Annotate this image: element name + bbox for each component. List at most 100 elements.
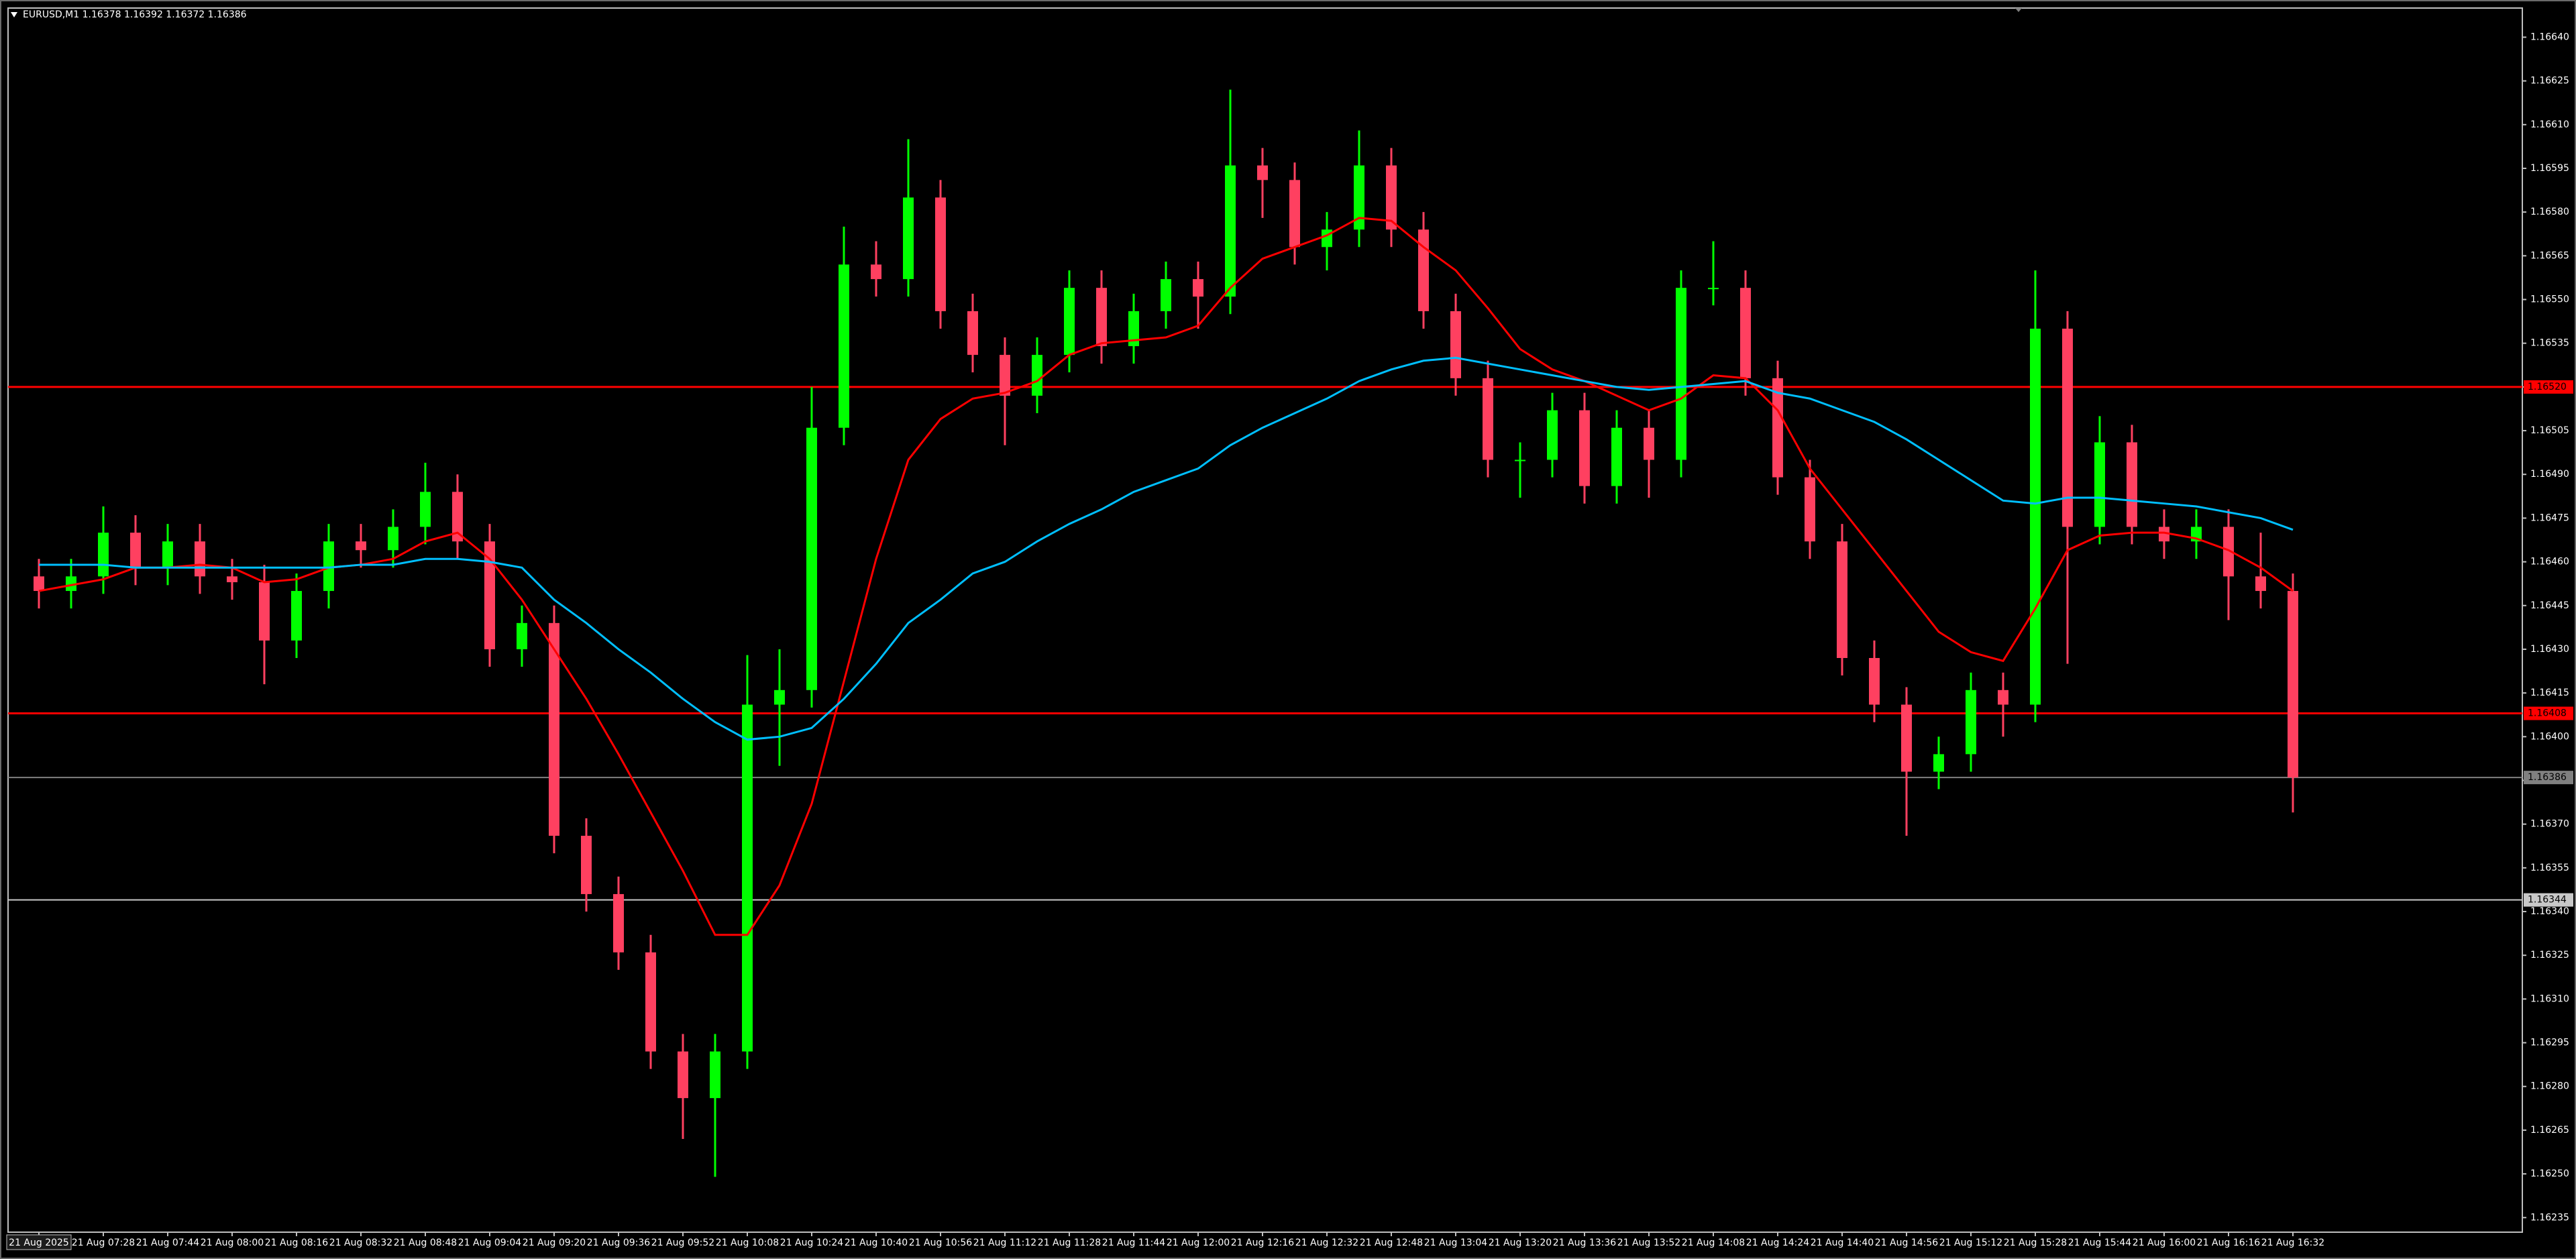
candle-body bbox=[484, 541, 495, 649]
candle-body bbox=[806, 427, 817, 690]
candle-body bbox=[1901, 704, 1912, 772]
y-tick-label: 1.16550 bbox=[2530, 294, 2569, 305]
y-tick-label: 1.16580 bbox=[2530, 207, 2569, 217]
x-tick-label: 21 Aug 12:32 bbox=[1295, 1238, 1358, 1248]
candle-body bbox=[1483, 378, 1493, 460]
y-tick-label: 1.16310 bbox=[2530, 993, 2569, 1004]
candle-body bbox=[2030, 328, 2041, 705]
candle-body bbox=[227, 576, 237, 583]
candle-body bbox=[645, 952, 656, 1052]
x-tick-label: 21 Aug 14:40 bbox=[1811, 1238, 1874, 1248]
candle-body bbox=[1289, 180, 1300, 248]
x-tick-label: 21 Aug 13:04 bbox=[1424, 1238, 1487, 1248]
x-tick-label: 21 Aug 16:16 bbox=[2197, 1238, 2260, 1248]
x-tick-label: 21 Aug 10:40 bbox=[845, 1238, 908, 1248]
x-label-box bbox=[6, 1234, 72, 1250]
moving-average bbox=[39, 356, 2294, 741]
candle-body bbox=[1322, 229, 1332, 248]
x-tick-label: 21 Aug 2025 bbox=[9, 1238, 69, 1248]
menu-triangle[interactable] bbox=[11, 12, 17, 17]
x-tick-label: 21 Aug 09:52 bbox=[651, 1238, 714, 1248]
candle-body bbox=[581, 836, 592, 894]
y-tick-label: 1.16400 bbox=[2530, 731, 2569, 742]
candle-body bbox=[2255, 576, 2266, 592]
candle-body bbox=[1354, 165, 1364, 230]
x-tick-label: 21 Aug 07:28 bbox=[72, 1238, 135, 1248]
x-tick-label: 21 Aug 12:16 bbox=[1231, 1238, 1294, 1248]
x-tick-label: 21 Aug 13:52 bbox=[1617, 1238, 1680, 1248]
candle-body bbox=[323, 541, 334, 592]
candle-body bbox=[1032, 355, 1042, 396]
candle-body bbox=[1096, 288, 1107, 347]
candle-body bbox=[2223, 527, 2234, 577]
candle-body bbox=[903, 197, 914, 280]
candle-body bbox=[195, 541, 205, 577]
candle-body bbox=[2094, 442, 2105, 527]
candle-body bbox=[1966, 690, 1976, 755]
plot-frame bbox=[7, 7, 2523, 1233]
candle-body bbox=[1450, 311, 1461, 378]
moving-average bbox=[38, 217, 2294, 936]
candle-body bbox=[1515, 459, 1525, 461]
candle-body bbox=[517, 622, 527, 649]
y-tick-label: 1.16295 bbox=[2530, 1038, 2569, 1048]
price-level-label: 1.16344 bbox=[2528, 895, 2567, 906]
y-tick-label: 1.16640 bbox=[2530, 32, 2569, 42]
x-tick-label: 21 Aug 10:08 bbox=[716, 1238, 779, 1248]
candle-body bbox=[1933, 754, 1944, 772]
candle-body bbox=[1257, 165, 1268, 180]
chart-title: EURUSD,M1 1.16378 1.16392 1.16372 1.1638… bbox=[23, 9, 247, 20]
candle-body bbox=[1740, 288, 1751, 378]
candle-body bbox=[1805, 477, 1815, 542]
x-tick-label: 21 Aug 13:20 bbox=[1489, 1238, 1552, 1248]
candle-body bbox=[388, 527, 398, 551]
y-tick-label: 1.16280 bbox=[2530, 1081, 2569, 1092]
x-tick-label: 21 Aug 14:56 bbox=[1875, 1238, 1938, 1248]
candle-body bbox=[34, 576, 44, 592]
y-tick-label: 1.16490 bbox=[2530, 469, 2569, 480]
x-tick-label: 21 Aug 15:44 bbox=[2068, 1238, 2131, 1248]
x-tick-label: 21 Aug 16:00 bbox=[2133, 1238, 2196, 1248]
candle-body bbox=[1869, 657, 1880, 705]
y-tick-label: 1.16250 bbox=[2530, 1168, 2569, 1179]
x-tick-label: 21 Aug 08:16 bbox=[265, 1238, 328, 1248]
candle-body bbox=[356, 541, 366, 551]
candle-body bbox=[742, 704, 753, 1052]
candle-body bbox=[1225, 165, 1236, 297]
candle-body bbox=[2062, 328, 2073, 527]
price-level-label: 1.16408 bbox=[2528, 708, 2567, 719]
candle-body bbox=[1579, 410, 1590, 486]
candles bbox=[34, 89, 2298, 1177]
candle-body bbox=[2127, 442, 2137, 527]
candle-body bbox=[935, 197, 946, 311]
x-tick-label: 21 Aug 08:00 bbox=[201, 1238, 264, 1248]
price-level-box bbox=[2524, 380, 2573, 394]
candle-body bbox=[549, 622, 559, 836]
y-tick-label: 1.16430 bbox=[2530, 644, 2569, 655]
candle-body bbox=[1064, 288, 1075, 355]
y-tick-label: 1.16265 bbox=[2530, 1125, 2569, 1136]
candle-body bbox=[710, 1051, 720, 1099]
candle-body bbox=[2159, 527, 2169, 542]
y-tick-label: 1.16370 bbox=[2530, 819, 2569, 830]
x-tick-label: 21 Aug 11:28 bbox=[1038, 1238, 1101, 1248]
x-tick-label: 21 Aug 12:00 bbox=[1167, 1238, 1230, 1248]
y-tick-label: 1.16535 bbox=[2530, 338, 2569, 349]
candle-body bbox=[967, 311, 978, 355]
x-tick-label: 21 Aug 08:32 bbox=[329, 1238, 392, 1248]
candle-body bbox=[1386, 165, 1397, 230]
candle-body bbox=[452, 492, 463, 542]
candle-body bbox=[1676, 288, 1686, 460]
price-level-box bbox=[2524, 893, 2573, 907]
y-tick-label: 1.16565 bbox=[2530, 250, 2569, 261]
y-tick-label: 1.16415 bbox=[2530, 688, 2569, 698]
x-tick-label: 21 Aug 09:20 bbox=[523, 1238, 586, 1248]
x-tick-label: 21 Aug 10:56 bbox=[909, 1238, 972, 1248]
candle-body bbox=[420, 492, 431, 527]
y-tick-label: 1.16445 bbox=[2530, 600, 2569, 611]
candle-body bbox=[839, 264, 849, 428]
